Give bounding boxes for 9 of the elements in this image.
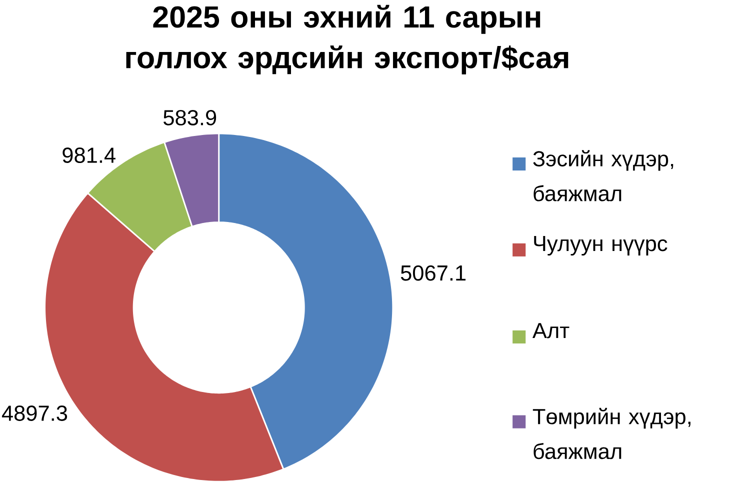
data-label: 583.9 [164, 110, 216, 126]
chart-title: 2025 оны эхний 11 сарын голлох эрдсийн экспорт/$сая [126, 4, 568, 74]
data-label: 981.4 [62, 147, 116, 163]
legend-label: Алт [532, 322, 570, 338]
data-label: 5067.1 [400, 265, 466, 281]
legend-label: Төмрийн хүдэр, баяжмал [532, 408, 690, 459]
legend-label: Зэсийн хүдэр, баяжмал [533, 150, 674, 202]
data-label: 4897.3 [2, 405, 68, 421]
legend-label: Чулуун нүүрс [534, 236, 668, 256]
